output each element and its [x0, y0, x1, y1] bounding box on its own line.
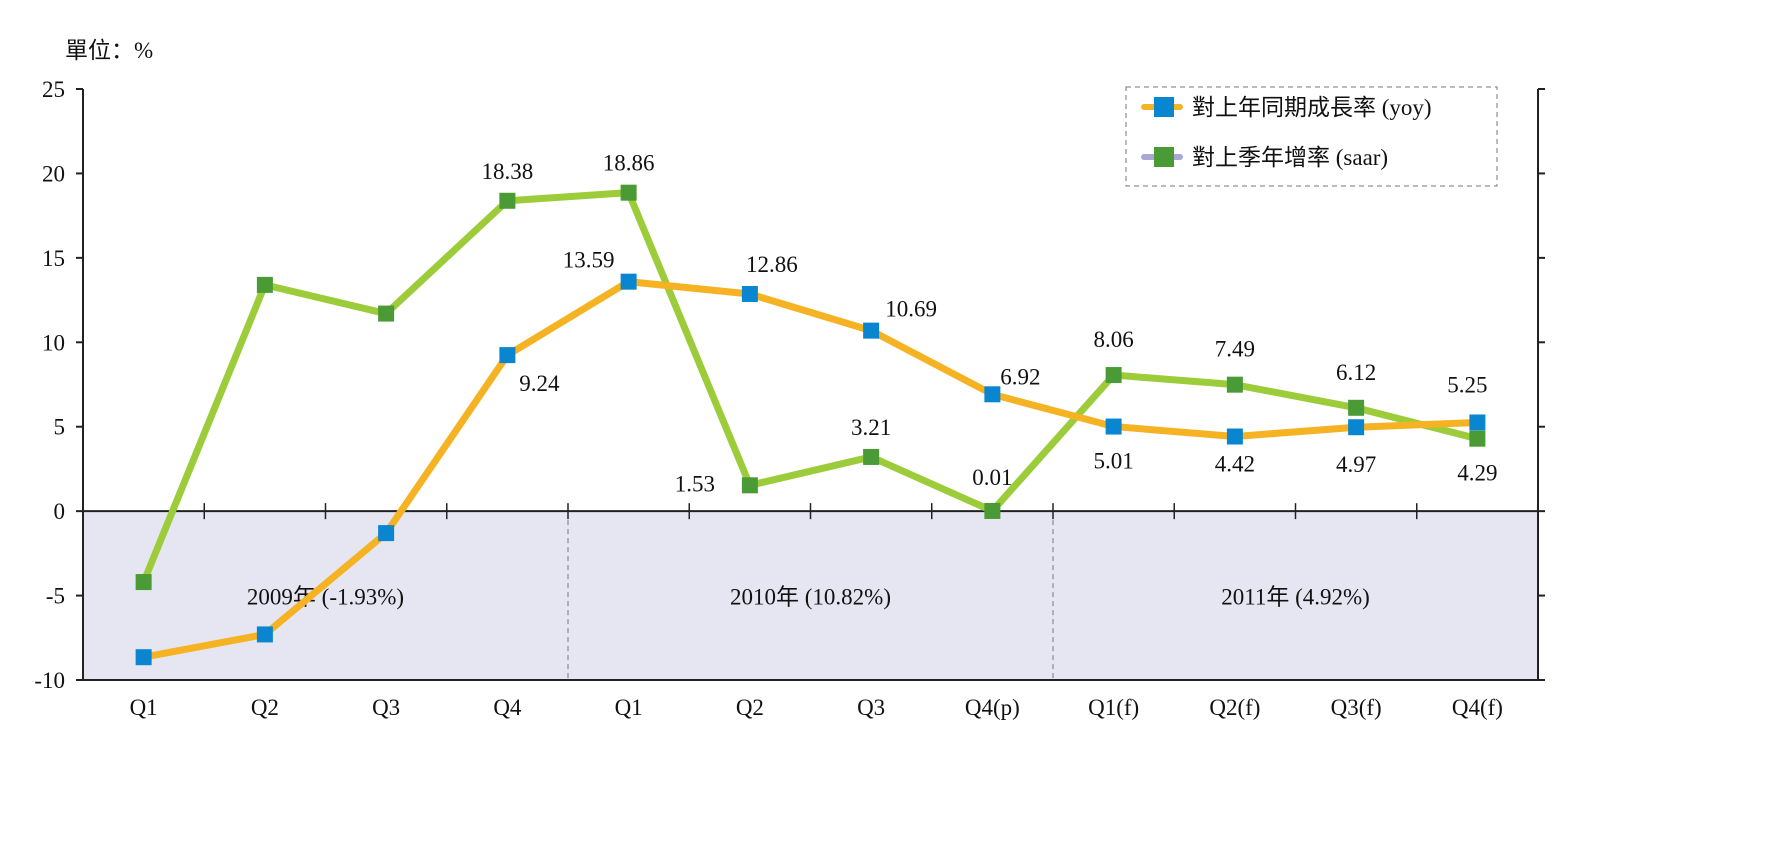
data-label: 12.86 — [746, 252, 798, 277]
y-tick-label: 5 — [54, 415, 66, 440]
legend-marker — [1154, 147, 1174, 167]
marker-yoy — [1348, 419, 1365, 436]
data-label: 3.21 — [851, 415, 891, 440]
year-groups: 2009年 (-1.93%) 2010年 (10.82%) 2011年 (4.92%… — [247, 511, 1370, 680]
y-tick-label: 10 — [42, 330, 65, 355]
marker-yoy — [135, 649, 152, 666]
data-label: 9.24 — [519, 371, 560, 396]
data-label: 5.25 — [1447, 372, 1487, 397]
x-tick-label: Q1(f) — [1088, 695, 1139, 720]
data-label: 10.69 — [885, 297, 937, 322]
x-tick-label: Q3 — [372, 695, 400, 720]
marker-saar — [256, 276, 273, 293]
marker-yoy — [984, 386, 1001, 403]
legend-box — [1125, 86, 1498, 187]
data-label: 4.29 — [1457, 461, 1497, 486]
x-tick-label: Q4 — [493, 695, 522, 720]
marker-yoy — [863, 322, 880, 339]
y-tick-label: 0 — [54, 499, 66, 524]
data-labels: 9.24 13.59 12.86 10.69 6.92 5.01 4.42 4.97 5.25 1… — [482, 151, 1498, 497]
marker-yoy — [1226, 428, 1243, 445]
year-group-label: 2010年 (10.82%) — [730, 585, 891, 610]
data-label: 8.06 — [1094, 327, 1134, 352]
data-label: 6.12 — [1336, 360, 1376, 385]
legend-label: 對上年同期成長率 (yoy) — [1192, 95, 1432, 120]
year-group-label: 2011年 (4.92%) — [1221, 585, 1370, 610]
data-label: 4.42 — [1215, 452, 1255, 477]
series-lines — [140, 189, 1479, 661]
y-tick-label: -10 — [34, 668, 65, 693]
x-tick-label: Q1 — [615, 695, 643, 720]
marker-yoy — [741, 285, 758, 302]
legend-marker — [1154, 97, 1174, 117]
marker-yoy — [1469, 414, 1486, 431]
data-label: 6.92 — [1000, 364, 1040, 389]
marker-yoy — [499, 347, 516, 364]
data-label: 5.01 — [1094, 449, 1134, 474]
series-line-yoy — [142, 278, 1478, 661]
negative-region-shading — [83, 511, 1538, 680]
data-label: 1.53 — [675, 471, 715, 496]
series-markers — [135, 184, 1486, 666]
marker-saar — [741, 477, 758, 494]
marker-saar — [1226, 376, 1243, 393]
x-tick-label: Q2 — [736, 695, 764, 720]
marker-saar — [1469, 430, 1486, 447]
data-label: 4.97 — [1336, 452, 1376, 477]
axes: -10 -5 0 5 10 15 20 25 Q1 Q2 Q3 Q4 Q1 Q2 Q3 Q4(p) Q1(f) Q… — [34, 77, 1545, 720]
marker-saar — [863, 448, 880, 465]
data-label: 18.86 — [603, 151, 655, 176]
marker-saar — [620, 184, 637, 201]
y-tick-label: 20 — [42, 161, 65, 186]
marker-saar — [135, 574, 152, 591]
series-line-saar — [140, 189, 1479, 584]
marker-saar — [1105, 367, 1122, 384]
marker-yoy — [256, 626, 273, 643]
x-tick-label: Q2 — [251, 695, 279, 720]
data-label: 0.01 — [972, 465, 1012, 490]
data-label: 7.49 — [1215, 337, 1255, 362]
data-label: 18.38 — [482, 159, 534, 184]
marker-yoy — [378, 525, 395, 542]
marker-saar — [984, 502, 1001, 519]
y-tick-label: 15 — [42, 246, 65, 271]
x-tick-label: Q3 — [857, 695, 885, 720]
legend-label: 對上季年增率 (saar) — [1192, 145, 1388, 170]
unit-label: 單位：% — [65, 38, 153, 63]
marker-saar — [499, 192, 516, 209]
x-tick-label: Q2(f) — [1209, 695, 1260, 720]
marker-saar — [378, 305, 395, 322]
marker-yoy — [1105, 418, 1122, 435]
y-tick-label: 25 — [42, 77, 65, 102]
x-tick-label: Q1 — [130, 695, 158, 720]
data-label: 13.59 — [563, 248, 615, 273]
marker-yoy — [620, 273, 637, 290]
x-tick-label: Q4(p) — [965, 695, 1020, 720]
x-tick-label: Q4(f) — [1452, 695, 1503, 720]
legend: 對上年同期成長率 (yoy) 對上季年增率 (saar) — [1125, 86, 1498, 187]
marker-saar — [1348, 399, 1365, 416]
y-tick-label: -5 — [46, 584, 65, 609]
x-tick-label: Q3(f) — [1331, 695, 1382, 720]
year-group-label: 2009年 (-1.93%) — [247, 585, 404, 610]
